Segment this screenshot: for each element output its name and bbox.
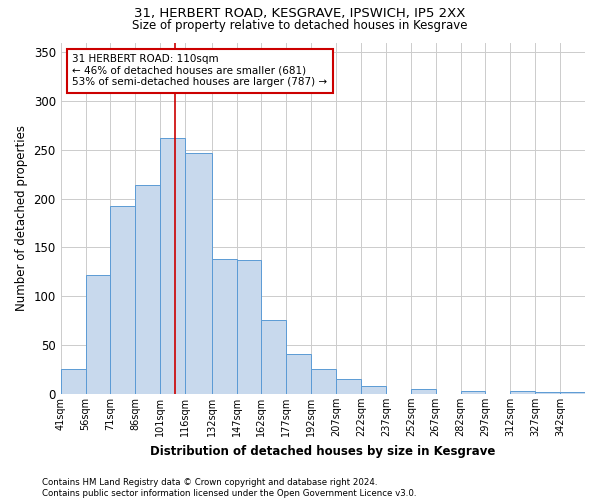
Bar xyxy=(411,389,436,394)
Bar xyxy=(185,153,212,394)
Text: Contains HM Land Registry data © Crown copyright and database right 2024.
Contai: Contains HM Land Registry data © Crown c… xyxy=(42,478,416,498)
Bar xyxy=(136,185,160,394)
Bar xyxy=(560,392,585,394)
Text: 31, HERBERT ROAD, KESGRAVE, IPSWICH, IP5 2XX: 31, HERBERT ROAD, KESGRAVE, IPSWICH, IP5… xyxy=(134,8,466,20)
Bar xyxy=(86,275,110,394)
Bar xyxy=(61,370,86,394)
Bar xyxy=(461,391,485,394)
Bar xyxy=(110,206,136,394)
Bar xyxy=(160,138,185,394)
Text: Size of property relative to detached houses in Kesgrave: Size of property relative to detached ho… xyxy=(132,19,468,32)
Bar xyxy=(286,354,311,394)
Bar xyxy=(212,259,236,394)
Bar xyxy=(236,260,262,394)
Y-axis label: Number of detached properties: Number of detached properties xyxy=(15,125,28,311)
Bar xyxy=(511,391,535,394)
Bar xyxy=(361,386,386,394)
Bar xyxy=(336,379,361,394)
X-axis label: Distribution of detached houses by size in Kesgrave: Distribution of detached houses by size … xyxy=(150,444,496,458)
Bar xyxy=(535,392,560,394)
Bar xyxy=(262,320,286,394)
Text: 31 HERBERT ROAD: 110sqm
← 46% of detached houses are smaller (681)
53% of semi-d: 31 HERBERT ROAD: 110sqm ← 46% of detache… xyxy=(72,54,328,88)
Bar xyxy=(311,370,336,394)
